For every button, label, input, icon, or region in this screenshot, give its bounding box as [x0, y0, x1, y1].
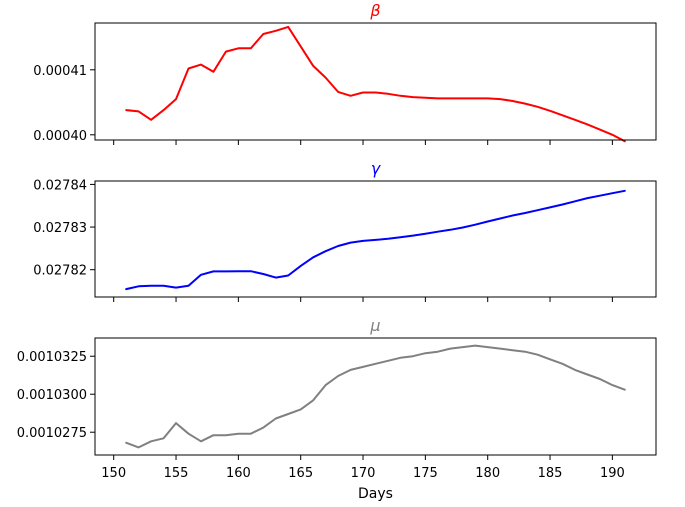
y-tick-label: 0.02784: [33, 178, 87, 193]
panel-1-title: β: [369, 1, 380, 20]
x-tick-label: 190: [600, 466, 625, 481]
y-tick-label: 0.00041: [33, 64, 87, 79]
y-tick-label: 0.02783: [33, 221, 87, 236]
panel-frame: [94, 22, 657, 141]
panel-2: γ 0.02782 0.02783 0.02784: [33, 159, 657, 302]
x-axis-label: Days: [358, 486, 393, 502]
x-tick-label: 170: [351, 466, 376, 481]
x-tick-label: 175: [413, 466, 438, 481]
panel-3: μ 0.0010275 0.0010300 0.0010325: [17, 316, 657, 460]
panel-frame: [94, 337, 657, 456]
y-tick-label: 0.0010325: [17, 350, 87, 365]
y-tick-label: 0.00040: [33, 129, 87, 144]
y-tick-label: 0.0010300: [17, 388, 87, 403]
series-line-1: [125, 25, 626, 143]
y-tick-label: 0.0010275: [17, 426, 87, 441]
series-line-3: [125, 344, 626, 449]
panel-3-title: μ: [369, 316, 380, 335]
x-tick-label: 165: [288, 466, 313, 481]
x-tick-label: 150: [101, 466, 126, 481]
panel-2-title: γ: [371, 159, 382, 178]
x-tick-label: 180: [475, 466, 500, 481]
series-line-2: [125, 189, 626, 291]
x-tick-label: 185: [538, 466, 563, 481]
x-tick-label: 155: [164, 466, 189, 481]
x-tick-label: 160: [226, 466, 251, 481]
panel-1: β 0.00040 0.00041: [33, 1, 657, 145]
y-tick-label: 0.02782: [33, 264, 87, 279]
panel-frame: [94, 180, 657, 298]
